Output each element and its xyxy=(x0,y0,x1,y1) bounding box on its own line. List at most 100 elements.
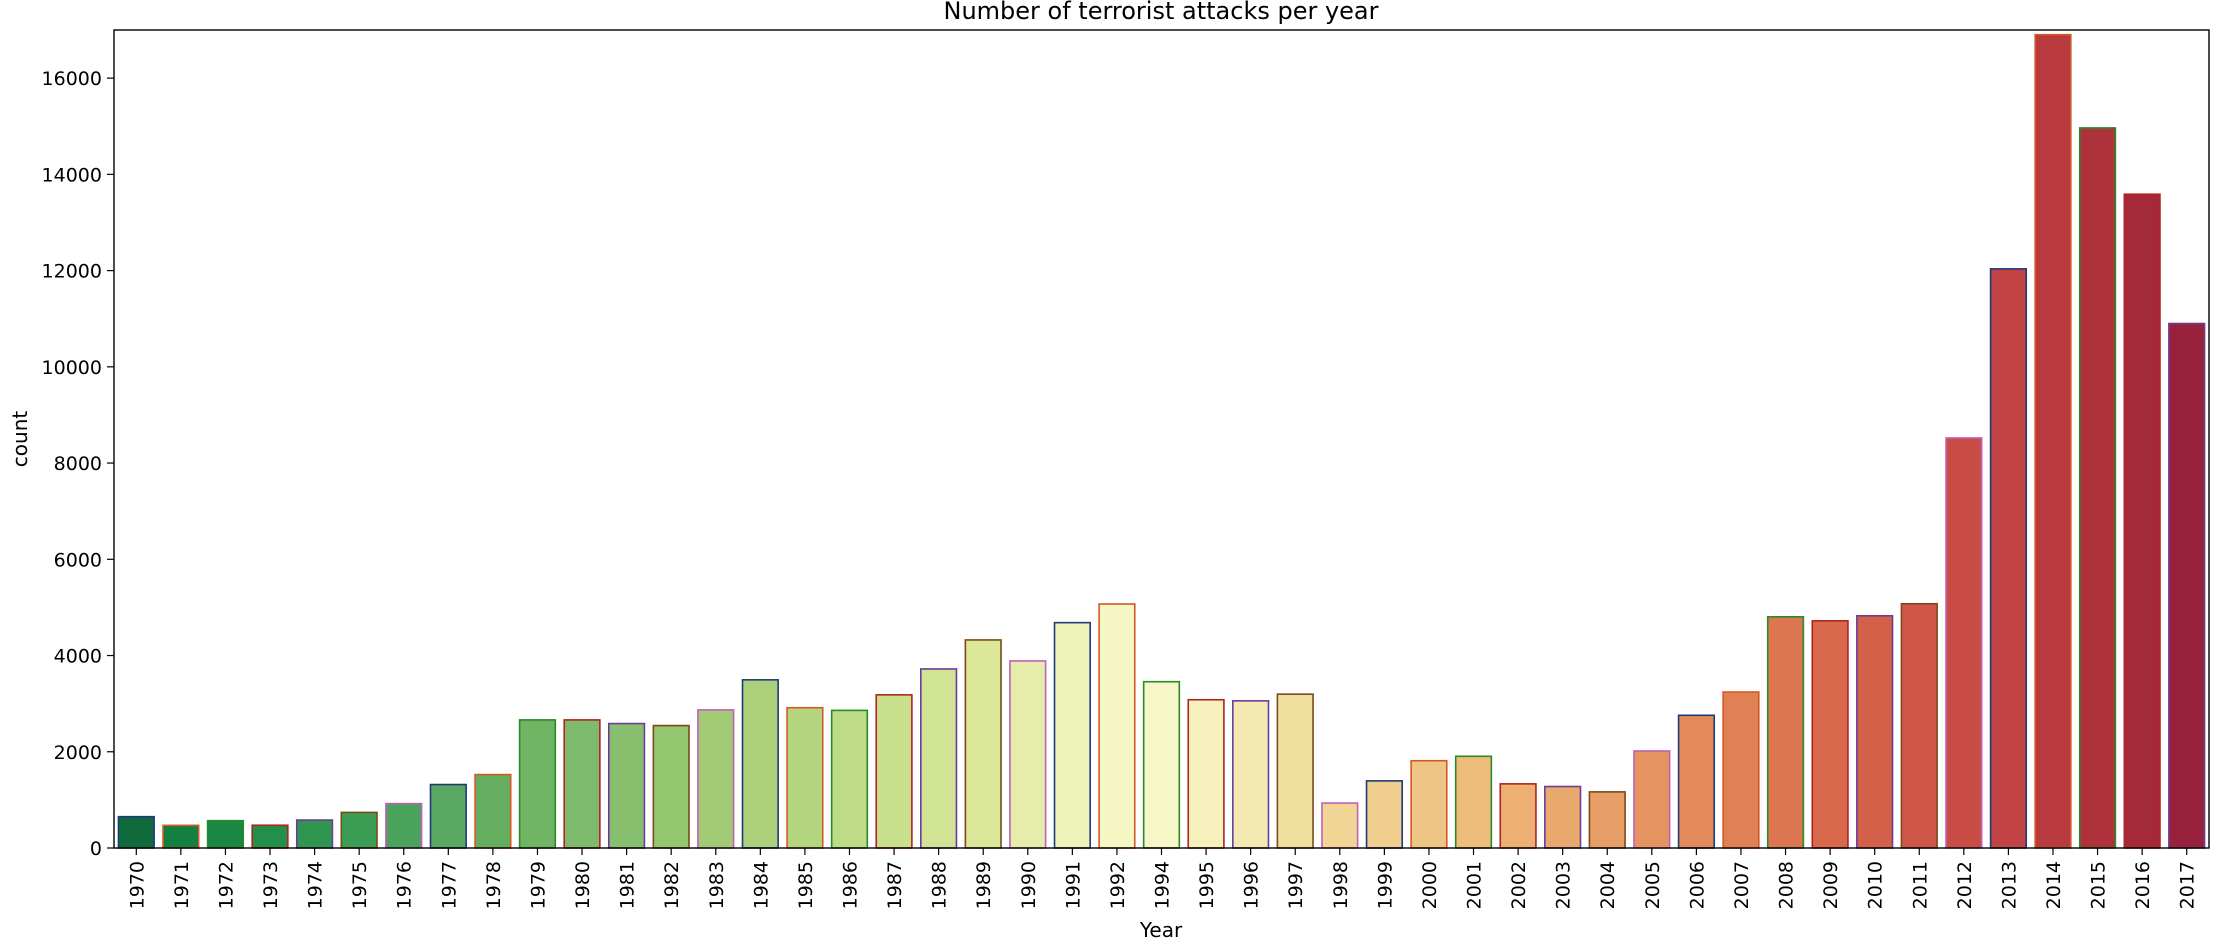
x-tick-label: 1972 xyxy=(215,861,237,909)
bar-1976 xyxy=(385,802,423,849)
x-tick-label: 1981 xyxy=(617,861,639,909)
bar-1986 xyxy=(830,709,869,849)
bar-2005 xyxy=(1633,750,1671,849)
bar-2014 xyxy=(2034,33,2072,849)
bars xyxy=(117,33,2206,849)
x-tick-label: 2002 xyxy=(1508,861,1530,909)
bar-1992 xyxy=(1098,603,1136,849)
bar-1990 xyxy=(1009,660,1047,849)
bar-2003 xyxy=(1544,785,1582,849)
y-tick-label: 8000 xyxy=(54,453,102,475)
bar-2011 xyxy=(1900,602,1938,849)
bar-2006 xyxy=(1677,714,1716,849)
bar-1991 xyxy=(1053,621,1091,849)
x-tick-label: 2012 xyxy=(1954,861,1976,909)
x-tick-label: 2011 xyxy=(1909,861,1931,909)
x-axis: 1970 1971 1972 1973 1974 1975 1976 1977 1978 1979… xyxy=(126,848,2199,909)
x-tick-label: 1971 xyxy=(171,861,193,909)
bar-1981 xyxy=(607,722,646,849)
bar-1994 xyxy=(1142,680,1181,849)
y-tick-label: 4000 xyxy=(54,646,102,668)
bar-2016 xyxy=(2123,193,2161,849)
x-tick-label: 1973 xyxy=(260,861,282,909)
x-tick-label: 1974 xyxy=(305,861,327,909)
x-tick-label: 1983 xyxy=(706,861,728,909)
x-tick-label: 2017 xyxy=(2177,861,2199,909)
y-tick-label: 10000 xyxy=(42,357,102,379)
bar-2008 xyxy=(1766,615,1805,849)
x-tick-label: 1998 xyxy=(1330,861,1352,909)
bar-1971 xyxy=(162,824,200,849)
plot-frame xyxy=(113,29,2210,849)
x-tick-label: 2005 xyxy=(1642,861,1664,909)
bar-2009 xyxy=(1811,620,1849,849)
y-tick-label: 2000 xyxy=(54,742,102,764)
x-tick-label: 1976 xyxy=(394,861,416,909)
chart-title: Number of terrorist attacks per year xyxy=(943,0,1378,25)
x-tick-label: 1975 xyxy=(349,861,371,909)
bar-1980 xyxy=(563,719,601,849)
x-tick-label: 2001 xyxy=(1464,861,1486,909)
x-tick-label: 1992 xyxy=(1107,861,1129,909)
bar-2004 xyxy=(1588,791,1626,849)
bar-1985 xyxy=(786,706,824,849)
x-tick-label: 1991 xyxy=(1062,861,1084,909)
x-tick-label: 2015 xyxy=(2088,861,2110,909)
x-tick-label: 2008 xyxy=(1776,861,1798,909)
bar-1978 xyxy=(474,773,512,849)
bar-1989 xyxy=(964,639,1002,849)
bar-1983 xyxy=(697,709,735,849)
x-tick-label: 1987 xyxy=(884,861,906,909)
bar-1996 xyxy=(1232,700,1270,849)
x-tick-label: 1978 xyxy=(483,861,505,909)
bar-1975 xyxy=(340,811,378,849)
x-tick-label: 2004 xyxy=(1597,861,1619,909)
bar-1977 xyxy=(429,783,467,849)
bar-2000 xyxy=(1410,759,1448,849)
bar-1970 xyxy=(117,815,155,849)
bar-2012 xyxy=(1945,437,1983,849)
x-tick-label: 1980 xyxy=(572,861,594,909)
bar-2001 xyxy=(1454,755,1493,849)
x-tick-label: 1988 xyxy=(929,861,951,909)
y-axis-label: count xyxy=(8,411,32,468)
bar-1982 xyxy=(652,724,690,849)
bar-1972 xyxy=(206,819,245,849)
bar-1998 xyxy=(1321,802,1359,849)
x-axis-label: Year xyxy=(1139,918,1183,942)
x-tick-label: 1995 xyxy=(1196,861,1218,909)
x-tick-label: 2006 xyxy=(1686,861,1708,909)
x-tick-label: 1970 xyxy=(126,861,148,909)
x-tick-label: 1977 xyxy=(438,861,460,909)
y-tick-label: 6000 xyxy=(54,549,102,571)
x-tick-label: 1990 xyxy=(1018,861,1040,909)
x-tick-label: 2016 xyxy=(2132,861,2154,909)
x-tick-label: 2013 xyxy=(1998,861,2020,909)
bar-1973 xyxy=(251,824,289,849)
bar-2015 xyxy=(2078,127,2117,849)
y-tick-label: 0 xyxy=(90,838,102,860)
x-tick-label: 1985 xyxy=(795,861,817,909)
bar-1974 xyxy=(295,819,334,849)
bar-1995 xyxy=(1187,698,1225,849)
x-tick-label: 1999 xyxy=(1374,861,1396,909)
x-tick-label: 1989 xyxy=(973,861,995,909)
x-tick-label: 1979 xyxy=(527,861,549,909)
x-tick-label: 2009 xyxy=(1820,861,1842,909)
x-tick-label: 1997 xyxy=(1285,861,1307,909)
bar-2002 xyxy=(1499,783,1537,849)
bar-1997 xyxy=(1276,693,1314,849)
x-tick-label: 1984 xyxy=(750,861,772,909)
y-tick-label: 16000 xyxy=(42,68,102,90)
bar-1999 xyxy=(1365,780,1404,849)
bar-2017 xyxy=(2168,322,2206,849)
x-tick-label: 2003 xyxy=(1553,861,1575,909)
x-tick-label: 1986 xyxy=(839,861,861,909)
y-tick-label: 14000 xyxy=(42,164,102,186)
bar-2010 xyxy=(1856,614,1894,849)
x-tick-label: 2010 xyxy=(1865,861,1887,909)
bar-2007 xyxy=(1722,691,1760,849)
x-tick-label: 2014 xyxy=(2043,861,2065,909)
bar-1988 xyxy=(919,668,958,849)
